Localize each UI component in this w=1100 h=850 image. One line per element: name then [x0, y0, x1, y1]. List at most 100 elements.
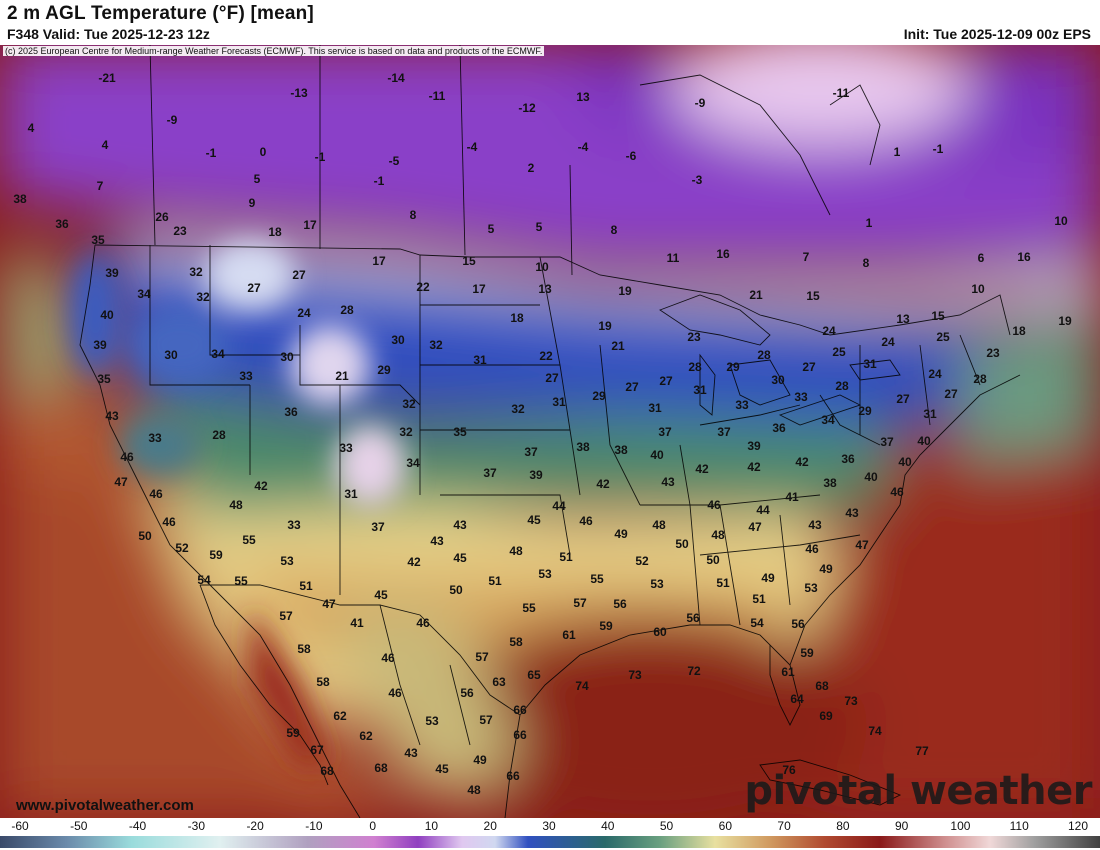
temperature-label: 52	[175, 541, 189, 555]
temperature-label: 33	[339, 441, 353, 455]
temperature-label: 50	[449, 583, 463, 597]
temperature-label: 26	[155, 210, 169, 224]
temperature-label: 27	[659, 374, 673, 388]
temperature-label: 46	[162, 515, 176, 529]
temperature-label: 63	[492, 675, 506, 689]
colorbar-tick-label: 60	[718, 819, 733, 833]
temperature-label: 43	[430, 534, 444, 548]
temperature-label: 61	[562, 628, 576, 642]
temperature-label: 8	[863, 256, 870, 270]
colorbar-tick-label: -10	[305, 819, 323, 833]
colorbar-tick-label: 80	[836, 819, 850, 833]
temperature-label: 25	[936, 330, 950, 344]
temperature-label: -12	[518, 101, 536, 115]
temperature-label: 48	[652, 518, 666, 532]
temperature-label: 27	[625, 380, 639, 394]
temperature-label: 47	[114, 475, 128, 489]
temperature-label: 36	[772, 421, 786, 435]
colorbar-tick-label: -40	[128, 819, 147, 833]
temperature-label: 58	[297, 642, 311, 656]
temperature-label: 9	[249, 196, 256, 210]
temperature-label: 39	[747, 439, 761, 453]
temperature-label: 2	[528, 161, 535, 175]
temperature-label: 27	[896, 392, 910, 406]
temperature-label: 28	[340, 303, 354, 317]
temperature-label: 73	[628, 668, 642, 682]
temperature-label: 46	[149, 487, 163, 501]
temperature-label: 42	[695, 462, 709, 476]
temperature-label: -5	[389, 154, 400, 168]
colorbar-tick-label: 30	[542, 819, 556, 833]
temperature-label: 52	[635, 554, 649, 568]
temperature-label: 46	[579, 514, 593, 528]
temperature-label: 32	[429, 338, 443, 352]
temperature-label: 5	[536, 220, 543, 234]
colorbar-tick-label: -20	[246, 819, 264, 833]
colorbar-tick-label: -50	[70, 819, 88, 833]
temperature-label: 67	[310, 743, 324, 757]
temperature-label: 56	[613, 597, 627, 611]
temperature-label: 32	[399, 425, 413, 439]
pivotal-weather-logo: pivotal weather	[744, 768, 1092, 814]
temperature-label: -11	[429, 89, 446, 103]
temperature-label: 46	[120, 450, 134, 464]
temperature-label: 59	[209, 548, 223, 562]
temperature-label: 48	[509, 544, 523, 558]
temperature-label: 56	[686, 611, 700, 625]
temperature-label: 28	[688, 360, 702, 374]
temperature-label: 22	[416, 280, 430, 294]
temperature-label: 40	[917, 434, 931, 448]
temperature-label: 51	[752, 592, 766, 606]
colorbar-tick-label: 40	[601, 819, 615, 833]
temperature-label: 35	[97, 372, 111, 386]
temperature-label: 49	[819, 562, 833, 576]
temperature-label: 43	[105, 409, 119, 423]
temperature-label: 0	[260, 145, 267, 159]
temperature-label: 27	[292, 268, 306, 282]
temperature-label: 1	[894, 145, 901, 159]
temperature-label: 66	[513, 728, 527, 742]
temperature-label: 30	[164, 348, 178, 362]
temperature-label: 37	[483, 466, 497, 480]
temperature-label: 76	[782, 763, 796, 777]
temperature-label: 8	[611, 223, 618, 237]
temperature-label: 19	[598, 319, 612, 333]
temperature-label: 59	[800, 646, 814, 660]
temperature-label: 21	[335, 369, 349, 383]
temperature-label: 45	[374, 588, 388, 602]
colorbar-tick-label: 10	[424, 819, 439, 833]
temperature-label: 41	[785, 490, 799, 504]
temperature-label: 27	[802, 360, 816, 374]
temperature-label: 57	[279, 609, 293, 623]
site-url[interactable]: www.pivotalweather.com	[16, 797, 194, 814]
temperature-label: 10	[971, 282, 985, 296]
temperature-label: 23	[986, 346, 1000, 360]
temperature-label: 36	[55, 217, 69, 231]
colorbar-ticks: -60 -50 -40 -30 -20 -10 0 10 20 30 40 50 60 70 80 90 100…	[0, 818, 1100, 836]
temperature-label: 1	[866, 216, 873, 230]
temperature-label: 29	[592, 389, 606, 403]
temperature-label: 34	[821, 413, 835, 427]
temperature-label: 66	[506, 769, 520, 783]
colorbar-tick-label: 100	[950, 819, 971, 833]
temperature-label: 43	[453, 518, 467, 532]
temperature-label: 27	[545, 371, 559, 385]
temperature-map[interactable]: -21 -13 -14 -11 -12 13 -9 -11 -9 4 4 -1 0 -1 -5 -4 -4 -6 1…	[0, 45, 1100, 818]
temperature-label: -11	[833, 86, 850, 100]
temperature-label: 55	[590, 572, 604, 586]
temperature-label: 24	[822, 324, 836, 338]
temperature-label: -9	[695, 96, 706, 110]
colorbar-tick-label: 90	[894, 819, 909, 833]
colorbar-tick-label: 0	[369, 819, 376, 833]
temperature-label: 50	[138, 529, 152, 543]
temperature-label: 27	[247, 281, 261, 295]
temperature-label: -4	[467, 140, 478, 154]
temperature-label: 42	[407, 555, 421, 569]
temperature-label: 37	[524, 445, 538, 459]
temperature-label: 4	[28, 121, 35, 135]
temperature-label: 39	[529, 468, 543, 482]
temperature-label: 31	[863, 357, 877, 371]
temperature-label: 55	[522, 601, 536, 615]
temperature-label: 37	[717, 425, 731, 439]
